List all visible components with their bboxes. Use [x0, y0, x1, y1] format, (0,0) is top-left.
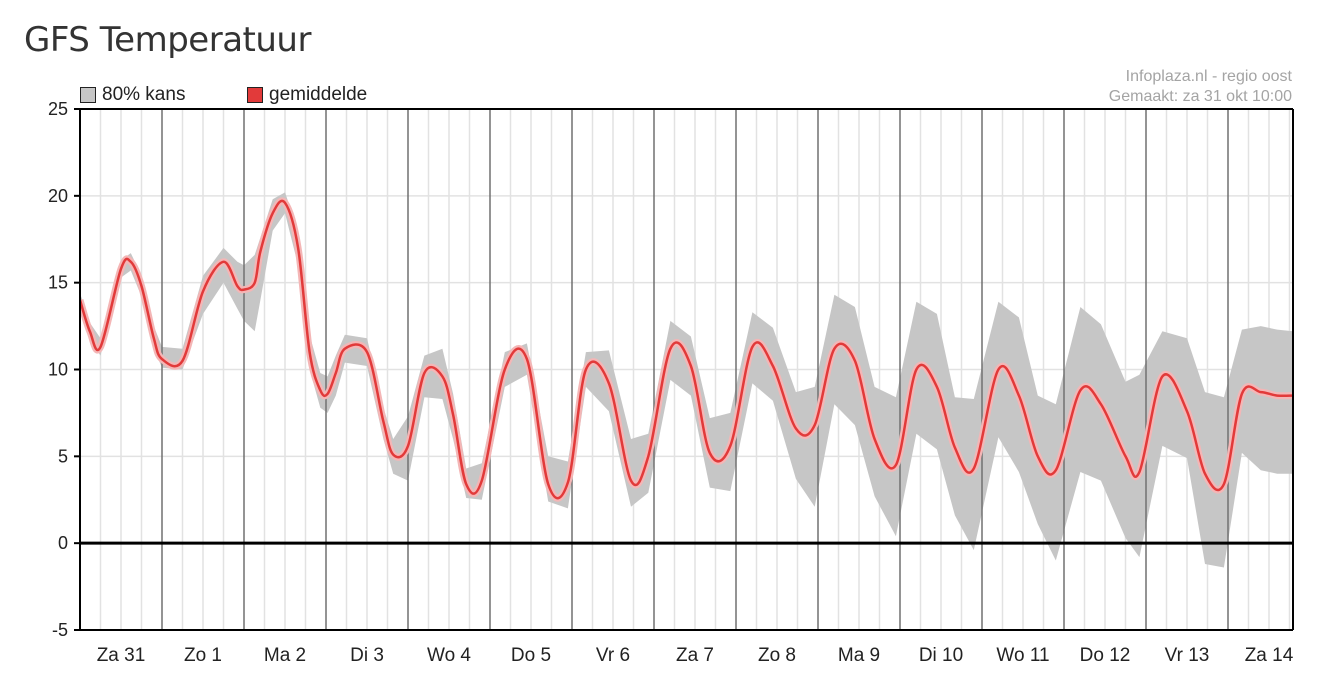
confidence-band-area: [80, 192, 1293, 568]
page-title: GFS Temperatuur: [24, 20, 311, 60]
legend-swatch-mean: [247, 87, 263, 103]
legend-swatch-band: [80, 87, 96, 103]
x-tick-label: Wo 4: [427, 645, 471, 666]
mean-line: [80, 199, 1293, 500]
x-tick-label: Vr 13: [1165, 645, 1210, 666]
y-tick-label: 10: [48, 360, 68, 380]
x-tick-label: Di 3: [350, 645, 384, 666]
x-tick-label: Zo 8: [758, 645, 796, 666]
credit-timestamp: Gemaakt: za 31 okt 10:00: [1108, 88, 1292, 105]
x-tick-label: Za 7: [676, 645, 714, 666]
x-tick-label: Zo 1: [184, 645, 222, 666]
x-tick-label: Vr 6: [596, 645, 630, 666]
x-tick-label: Wo 11: [996, 645, 1049, 666]
y-tick-label: 5: [58, 446, 68, 466]
y-tick-label: -5: [52, 620, 68, 640]
legend-item-mean: gemiddelde: [247, 84, 367, 106]
x-tick-label: Di 10: [919, 645, 963, 666]
y-tick-label: 0: [58, 533, 68, 553]
legend-label-band: 80% kans: [102, 84, 186, 105]
x-tick-label: Za 14: [1245, 645, 1294, 666]
y-tick-label: 25: [48, 99, 68, 119]
x-tick-label: Do 5: [511, 645, 551, 666]
x-tick-label: Za 31: [97, 645, 146, 666]
legend-item-band: 80% kans: [80, 84, 185, 106]
x-tick-label: Ma 9: [838, 645, 880, 666]
y-tick-label: 20: [48, 186, 68, 206]
x-tick-label: Ma 2: [264, 645, 306, 666]
credit-source: Infoplaza.nl - regio oost: [1125, 68, 1292, 85]
legend-label-mean: gemiddelde: [269, 84, 368, 105]
x-tick-label: Do 12: [1080, 645, 1131, 666]
y-tick-label: 15: [48, 273, 68, 293]
